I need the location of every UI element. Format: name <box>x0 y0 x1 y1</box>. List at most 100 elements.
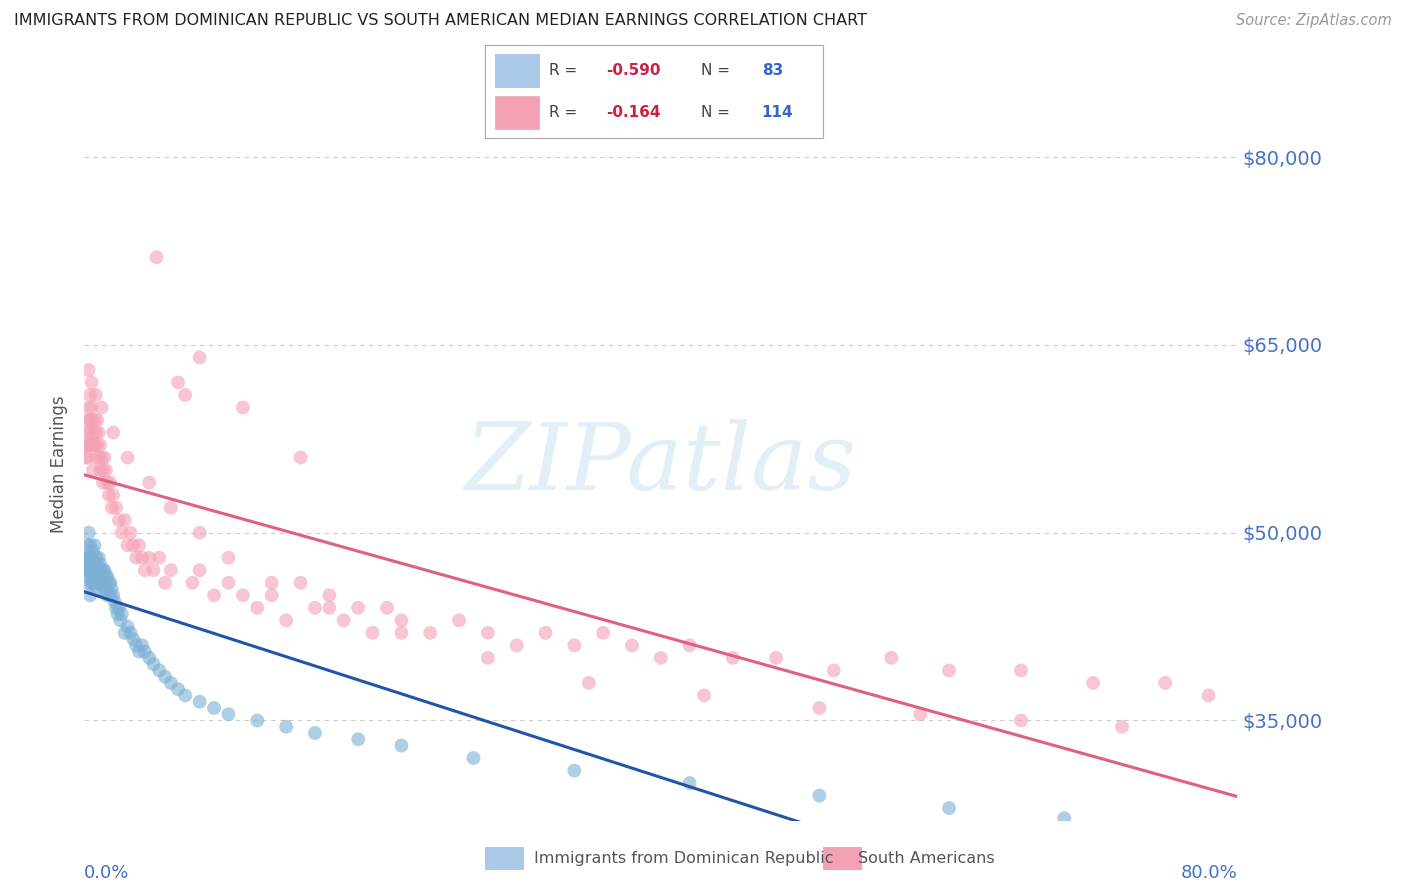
Point <box>100 582 122 596</box>
Point <box>218 707 240 722</box>
Point <box>82 438 104 452</box>
Point <box>77 401 100 415</box>
Bar <box>495 96 538 129</box>
Point <box>80 438 103 452</box>
Point <box>86 413 108 427</box>
Point <box>87 550 110 565</box>
Text: ZIPatlas: ZIPatlas <box>465 419 856 508</box>
Text: -0.164: -0.164 <box>606 105 661 120</box>
Point <box>131 639 153 653</box>
Point <box>79 588 101 602</box>
Point <box>83 413 105 427</box>
Point <box>202 701 225 715</box>
Point <box>908 707 931 722</box>
Text: N =: N = <box>702 63 735 78</box>
Point <box>89 463 111 477</box>
Text: 114: 114 <box>762 105 793 120</box>
Point <box>103 488 125 502</box>
Point <box>122 632 145 646</box>
Point <box>938 801 960 815</box>
Point <box>114 513 136 527</box>
Point <box>80 563 103 577</box>
Point <box>105 500 128 515</box>
Point <box>89 575 111 590</box>
Point <box>693 689 716 703</box>
Point <box>110 613 132 627</box>
Point <box>134 563 156 577</box>
Point <box>90 401 112 415</box>
Point <box>765 651 787 665</box>
Point <box>98 475 121 490</box>
Text: R =: R = <box>550 105 582 120</box>
Point <box>1010 664 1032 678</box>
Point <box>80 575 103 590</box>
Point <box>347 600 370 615</box>
Text: 83: 83 <box>762 63 783 78</box>
Point <box>96 569 118 583</box>
Point <box>721 651 744 665</box>
Text: South Americans: South Americans <box>858 851 994 865</box>
Point <box>463 751 485 765</box>
Point <box>90 569 112 583</box>
Point <box>142 563 165 577</box>
Point <box>160 563 183 577</box>
Point <box>91 463 114 477</box>
Point <box>103 425 125 440</box>
Point <box>304 726 326 740</box>
Text: Source: ZipAtlas.com: Source: ZipAtlas.com <box>1236 13 1392 29</box>
Point <box>138 651 160 665</box>
Point <box>160 676 183 690</box>
Point <box>142 657 165 672</box>
Point <box>96 588 118 602</box>
Point <box>650 651 672 665</box>
Text: -0.590: -0.590 <box>606 63 661 78</box>
Point <box>679 776 702 790</box>
Point <box>153 575 176 590</box>
Point <box>77 425 100 440</box>
Point <box>76 450 98 465</box>
Text: R =: R = <box>550 63 582 78</box>
Point <box>91 563 114 577</box>
Point <box>679 639 702 653</box>
Point <box>93 575 115 590</box>
Point <box>117 538 139 552</box>
Point <box>83 438 105 452</box>
Point <box>103 588 125 602</box>
Point <box>138 475 160 490</box>
Point <box>506 639 529 653</box>
Point <box>880 651 903 665</box>
Point <box>188 563 211 577</box>
Bar <box>495 54 538 87</box>
Point <box>128 538 150 552</box>
Point <box>90 563 112 577</box>
Point <box>77 363 100 377</box>
Point <box>361 625 384 640</box>
Point <box>79 538 101 552</box>
Point <box>174 689 197 703</box>
Point <box>134 645 156 659</box>
Point <box>1111 720 1133 734</box>
Point <box>232 401 254 415</box>
Point <box>477 651 499 665</box>
Point <box>97 488 120 502</box>
Point <box>304 600 326 615</box>
Point <box>260 575 283 590</box>
Point <box>75 450 97 465</box>
Point <box>1053 811 1076 825</box>
Point <box>111 525 134 540</box>
Point <box>89 438 111 452</box>
Point <box>90 450 112 465</box>
Point <box>77 438 100 452</box>
Point <box>75 438 97 452</box>
Point <box>174 388 197 402</box>
Point <box>564 764 586 778</box>
Point <box>80 401 103 415</box>
Point <box>86 557 108 571</box>
Point <box>80 550 103 565</box>
Point <box>148 664 170 678</box>
Point <box>232 588 254 602</box>
Point <box>80 376 103 390</box>
Point <box>91 475 114 490</box>
Point <box>122 538 145 552</box>
Point <box>84 425 107 440</box>
